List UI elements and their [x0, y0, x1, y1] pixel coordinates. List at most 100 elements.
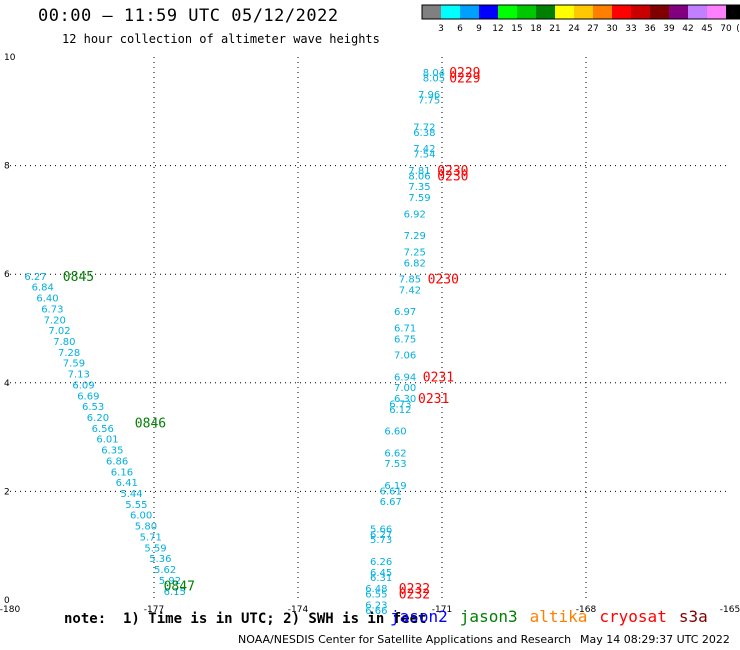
legend-label: 24: [568, 24, 580, 34]
legend-label: 6: [457, 24, 463, 34]
swh-point-label: 6.00: [130, 511, 152, 522]
swh-point-label: 6.30: [394, 394, 416, 405]
swh-point-label: 7.81: [408, 166, 430, 177]
swh-point-label: 6.75: [394, 334, 416, 345]
page-subtitle: 12 hour collection of altimeter wave hei…: [62, 32, 380, 46]
swh-point-label: 7.13: [68, 370, 90, 381]
mission-label-jason2: jason2: [390, 607, 448, 626]
swh-point-label: 7.72: [413, 123, 435, 134]
swh-point-label: 5.59: [144, 543, 166, 554]
legend-swatch: [574, 5, 593, 19]
time-label: 0845: [63, 270, 94, 285]
swh-point-label: 7.80: [53, 337, 75, 348]
swh-point-label: 7.00: [394, 383, 416, 394]
x-tick-label: -168: [576, 605, 597, 615]
x-tick-label: -171: [432, 605, 452, 615]
legend-swatch: [479, 5, 498, 19]
swh-point-label: 6.67: [380, 497, 402, 508]
x-tick-label: -174: [288, 605, 309, 615]
chart-grid: [10, 57, 730, 600]
legend-label: 9: [476, 24, 482, 34]
swh-point-label: 6.20: [87, 413, 109, 424]
chart-points: 6.276.846.406.737.207.027.807.287.597.13…: [24, 68, 445, 617]
legend-label: 42: [682, 24, 693, 34]
y-tick-label: 10: [4, 53, 16, 63]
time-label: 0230: [437, 164, 468, 179]
swh-point-label: 6.97: [394, 307, 416, 318]
swh-point-label: 6.31: [370, 573, 392, 584]
legend-swatch: [555, 5, 574, 19]
legend-swatch: [498, 5, 517, 19]
swh-point-label: 6.94: [394, 372, 416, 383]
legend-swatch: [593, 5, 612, 19]
swh-point-label: 7.54: [413, 150, 435, 161]
legend-swatch: [688, 5, 707, 19]
y-tick-label: 8: [4, 162, 10, 172]
swh-point-label: 8.05: [423, 74, 445, 85]
legend-label: 27: [587, 24, 598, 34]
x-tick-label: -177: [144, 605, 164, 615]
swh-point-label: 7.29: [404, 231, 426, 242]
legend-label: 33: [625, 24, 636, 34]
legend-unit: (ft): [736, 24, 740, 34]
swh-point-label: 6.60: [384, 427, 406, 438]
swh-point-label: 7.25: [404, 247, 426, 258]
swh-point-label: 6.45: [370, 568, 392, 579]
swh-point-label: 5.44: [120, 489, 142, 500]
legend-swatch: [536, 5, 555, 19]
legend-swatch: [441, 5, 460, 19]
footer-credit: NOAA/NESDIS Center for Satellite Applica…: [238, 633, 572, 646]
swh-point-label: 6.15: [164, 587, 186, 598]
y-tick-label: 4: [4, 379, 10, 389]
swh-point-label: 5.92: [159, 576, 181, 587]
legend-label: 30: [606, 24, 618, 34]
time-label: 0231: [423, 370, 454, 385]
swh-point-label: 6.16: [111, 467, 133, 478]
swh-point-label: 6.27: [370, 530, 392, 541]
swh-point-label: 6.26: [370, 557, 392, 568]
time-label: 0232: [399, 582, 430, 597]
swh-point-label: 6.55: [365, 589, 387, 600]
swh-point-label: 7.06: [394, 351, 416, 362]
time-label: 0229: [449, 72, 480, 87]
legend-swatch: [726, 5, 740, 19]
swh-point-label: 6.27: [24, 272, 46, 283]
swh-point-label: 7.20: [44, 315, 66, 326]
swh-point-label: 6.84: [32, 283, 54, 294]
swh-point-label: 6.40: [36, 294, 58, 305]
legend-label: 18: [530, 24, 542, 34]
footer-note: note: 1) Time is in UTC; 2) SWH is in fe…: [64, 611, 427, 627]
time-label: 0231: [418, 392, 449, 407]
swh-point-label: 6.62: [384, 448, 406, 459]
swh-point-label: 6.09: [72, 380, 94, 391]
swh-point-label: 7.42: [413, 144, 435, 155]
swh-point-label: 6.86: [106, 456, 128, 467]
legend-swatch: [707, 5, 726, 19]
legend-label: 70: [720, 24, 732, 34]
legend-label: 36: [644, 24, 656, 34]
swh-point-label: 7.59: [63, 359, 85, 370]
swh-point-label: 6.19: [384, 481, 406, 492]
swh-point-label: 5.80: [135, 522, 157, 533]
legend-swatch: [631, 5, 650, 19]
swh-point-label: 6.73: [389, 399, 411, 410]
legend-label: 3: [438, 24, 444, 34]
legend-label: 39: [663, 24, 675, 34]
swh-point-label: 6.12: [389, 405, 411, 416]
swh-point-label: 6.35: [101, 446, 123, 457]
swh-point-label: 6.66: [365, 606, 387, 617]
swh-point-label: 6.01: [96, 435, 118, 446]
legend-swatch: [517, 5, 536, 19]
legend-frame: [421, 4, 740, 20]
legend-swatch: [669, 5, 688, 19]
swh-point-label: 7.42: [399, 285, 421, 296]
swh-point-label: 5.66: [370, 524, 392, 535]
swh-point-label: 6.92: [404, 209, 426, 220]
legend-label: 15: [511, 24, 522, 34]
swh-point-label: 5.73: [370, 535, 392, 546]
mission-legend: jason2 jason3 altika cryosat s3a: [390, 607, 720, 626]
time-label: 0230: [437, 169, 468, 184]
swh-point-label: 5.62: [154, 565, 176, 576]
